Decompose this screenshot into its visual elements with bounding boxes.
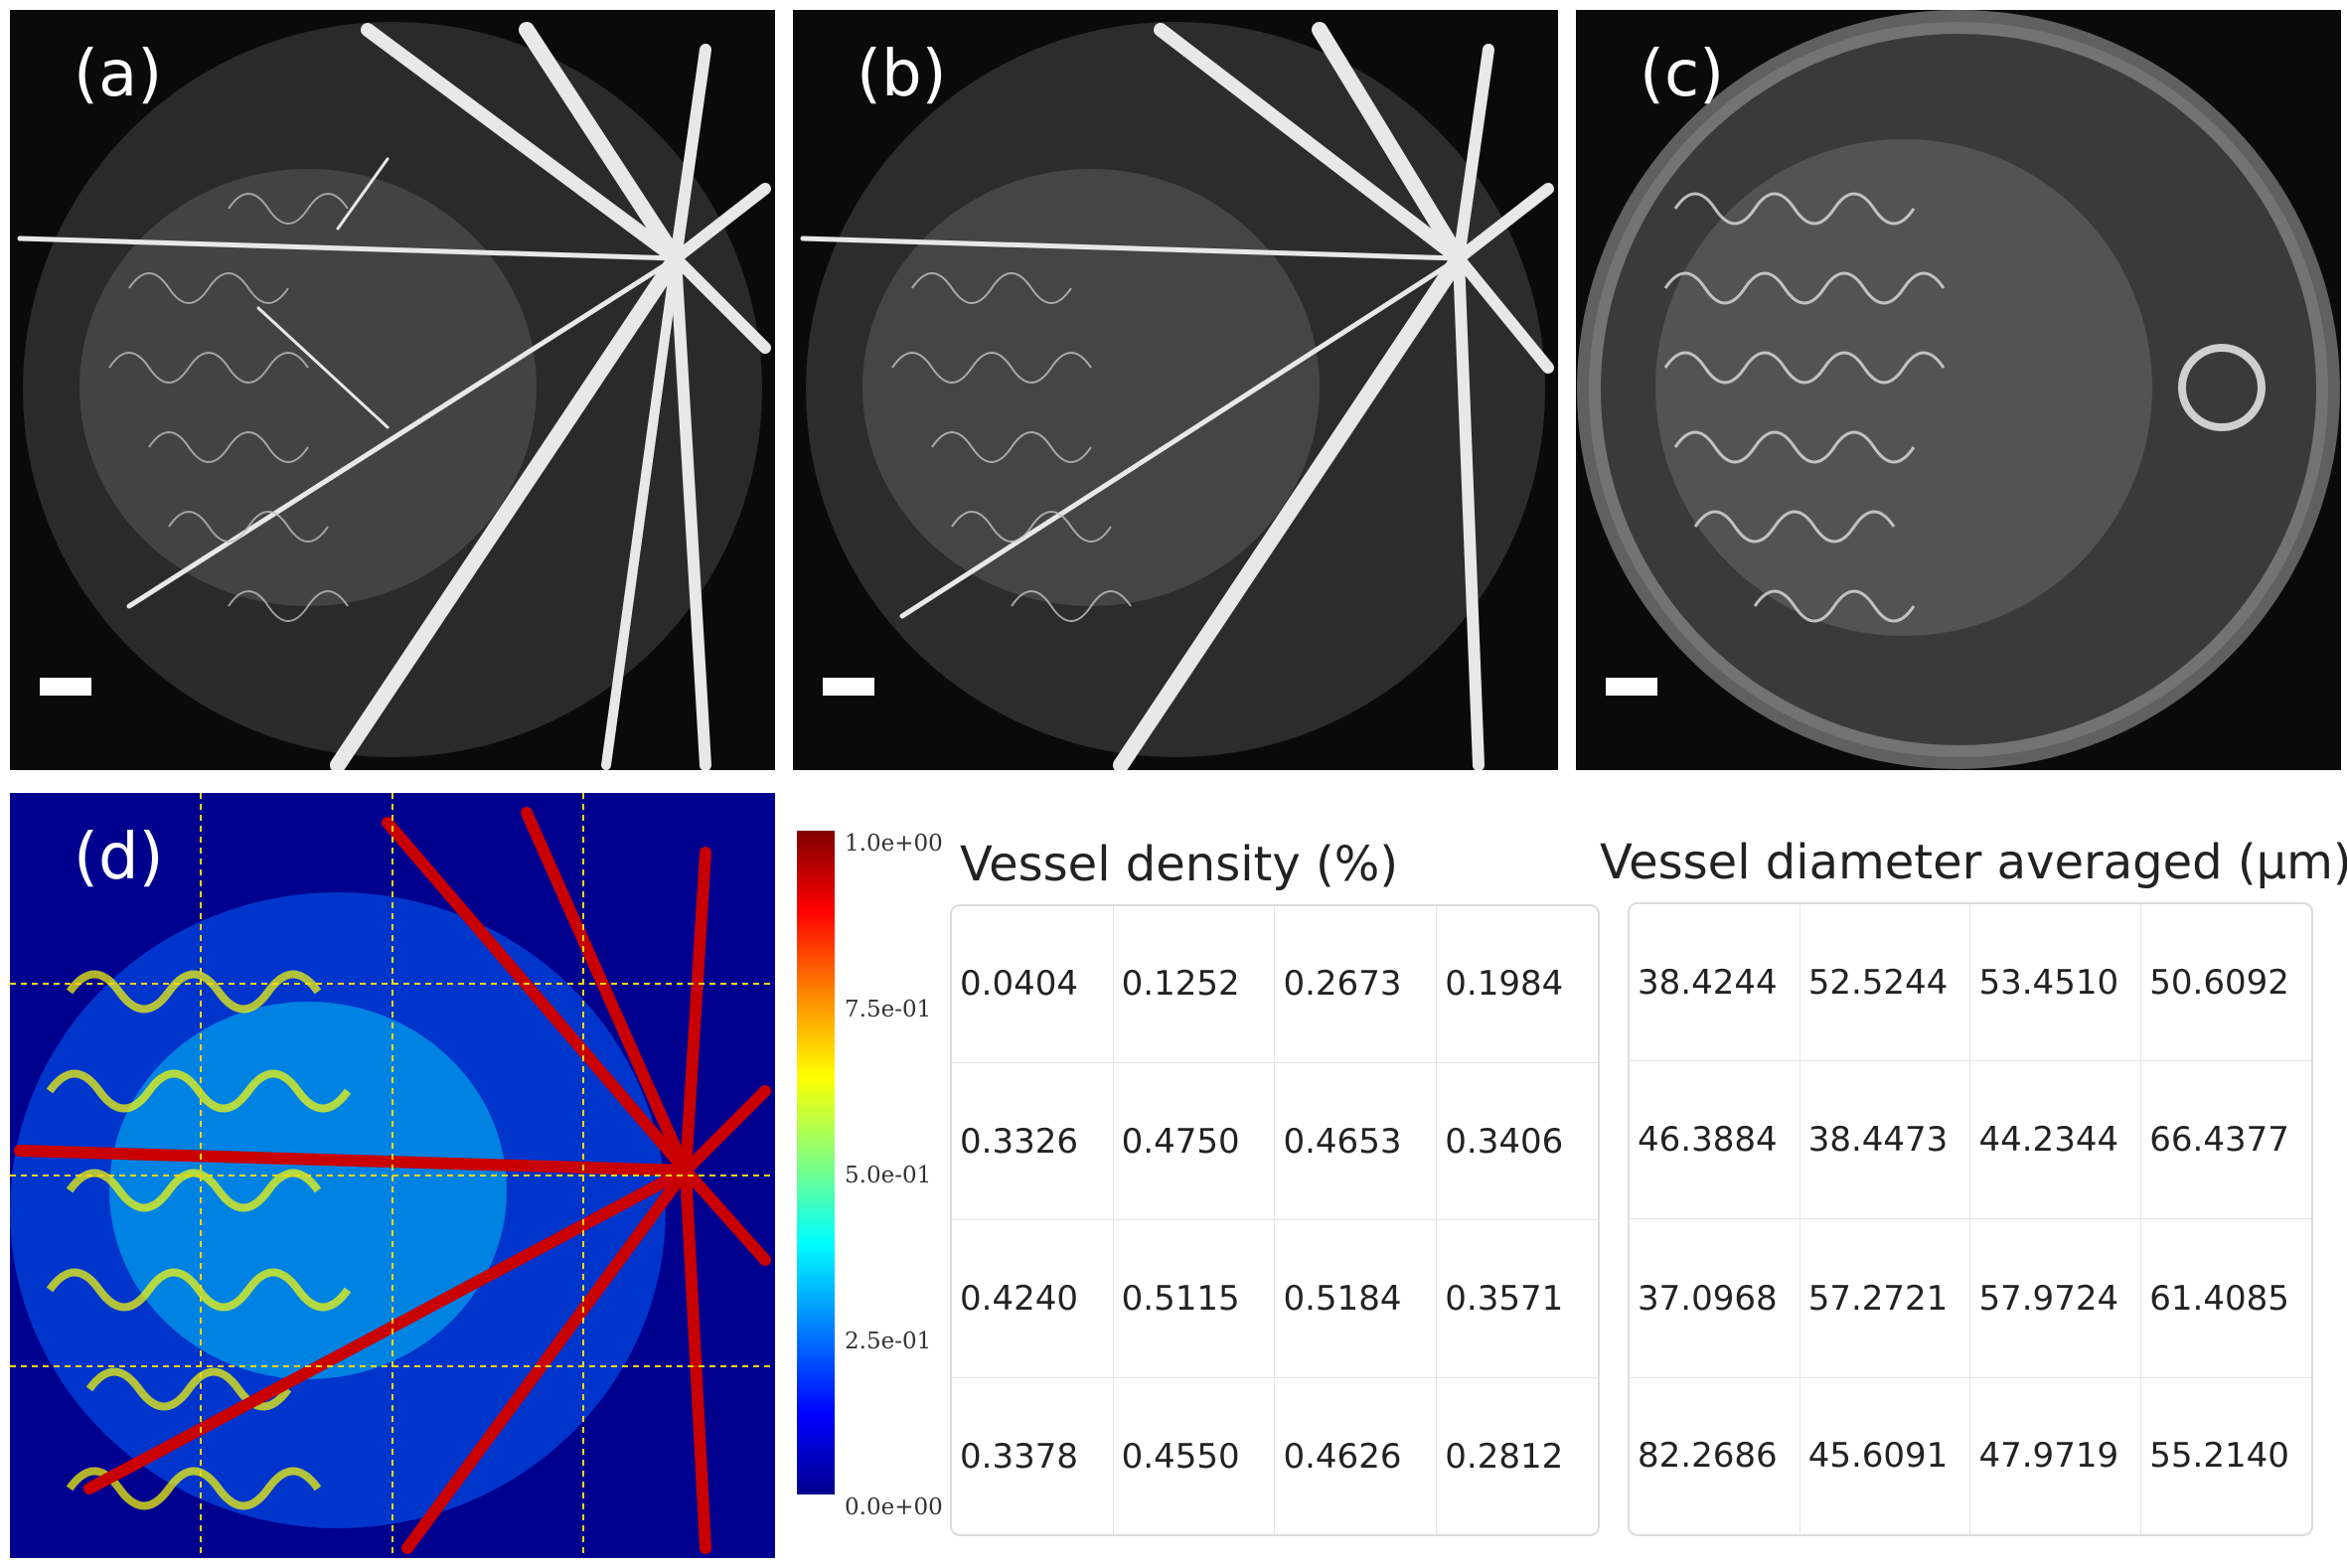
diameter-table: 38.4244 52.5244 53.4510 50.6092 46.3884 … <box>1628 902 2313 1536</box>
table-cell: 44.2344 <box>1969 1060 2142 1220</box>
table-cell: 0.5115 <box>1112 1219 1276 1379</box>
table-cell: 57.2721 <box>1799 1218 1971 1378</box>
colorbar <box>797 831 835 1494</box>
colorbar-tick-label: 1.0e+00 <box>845 831 943 857</box>
colorbar-tick-label: 2.5e-01 <box>845 1329 932 1354</box>
table-cell: 0.3406 <box>1436 1061 1598 1221</box>
density-table: 0.0404 0.1252 0.2673 0.1984 0.3326 0.475… <box>950 904 1600 1536</box>
table-cell: 82.2686 <box>1630 1376 1800 1534</box>
angiogram-image-a <box>10 10 775 770</box>
table-cell: 66.4377 <box>2140 1060 2311 1220</box>
table-cell: 0.2812 <box>1436 1377 1598 1534</box>
table-cell: 0.1252 <box>1112 906 1276 1063</box>
angiogram-panel-c: (c) <box>1576 10 2341 770</box>
table-cell: 38.4473 <box>1799 1060 1971 1220</box>
panel-label-d: (d) <box>74 821 164 894</box>
colorbar-tick-label: 0.0e+00 <box>845 1494 943 1520</box>
table-row: 37.0968 57.2721 57.9724 61.4085 <box>1630 1218 2311 1378</box>
table-cell: 52.5244 <box>1799 904 1971 1062</box>
panel-label-a: (a) <box>74 38 163 111</box>
table-row: 0.3378 0.4550 0.4626 0.2812 <box>952 1377 1598 1534</box>
angiogram-image-c <box>1576 10 2341 770</box>
table-cell: 50.6092 <box>2140 904 2311 1062</box>
table-cell: 0.5184 <box>1274 1219 1438 1379</box>
table-cell: 0.3571 <box>1436 1219 1598 1379</box>
table-cell: 0.4653 <box>1274 1061 1438 1221</box>
scale-bar-b <box>823 678 874 696</box>
table-cell: 0.3378 <box>952 1377 1114 1534</box>
colorbar-tick-label: 5.0e-01 <box>845 1163 932 1188</box>
panel-label-c: (c) <box>1640 38 1725 111</box>
vessel-density-heatmap <box>10 793 775 1558</box>
table-cell: 0.4240 <box>952 1219 1114 1379</box>
table-cell: 0.4626 <box>1274 1377 1438 1534</box>
table-cell: 0.0404 <box>952 906 1114 1063</box>
diameter-table-title: Vessel diameter averaged (μm) <box>1600 835 2347 890</box>
table-cell: 38.4244 <box>1630 904 1800 1062</box>
density-table-title: Vessel density (%) <box>960 837 1399 892</box>
scale-bar-c <box>1606 678 1657 696</box>
scale-bar-a <box>40 678 91 696</box>
table-row: 38.4244 52.5244 53.4510 50.6092 <box>1630 904 2311 1062</box>
table-row: 46.3884 38.4473 44.2344 66.4377 <box>1630 1060 2311 1220</box>
table-cell: 0.2673 <box>1274 906 1438 1063</box>
table-cell: 0.4550 <box>1112 1377 1276 1534</box>
table-cell: 55.2140 <box>2140 1376 2311 1534</box>
table-row: 0.0404 0.1252 0.2673 0.1984 <box>952 906 1598 1063</box>
table-cell: 61.4085 <box>2140 1218 2311 1378</box>
table-cell: 57.9724 <box>1969 1218 2142 1378</box>
table-cell: 37.0968 <box>1630 1218 1800 1378</box>
angiogram-panel-a: (a) <box>10 10 775 770</box>
angiogram-image-b <box>793 10 1558 770</box>
colorbar-tick-label: 7.5e-01 <box>845 997 932 1022</box>
table-cell: 46.3884 <box>1630 1060 1800 1220</box>
panel-label-b: (b) <box>857 38 947 111</box>
angiogram-panel-b: (b) <box>793 10 1558 770</box>
table-cell: 0.4750 <box>1112 1061 1276 1221</box>
table-cell: 47.9719 <box>1969 1376 2142 1534</box>
table-row: 82.2686 45.6091 47.9719 55.2140 <box>1630 1376 2311 1534</box>
table-cell: 0.3326 <box>952 1061 1114 1221</box>
vessel-density-map-panel-d: (d) <box>10 793 775 1558</box>
table-row: 0.4240 0.5115 0.5184 0.3571 <box>952 1219 1598 1379</box>
table-row: 0.3326 0.4750 0.4653 0.3406 <box>952 1061 1598 1221</box>
table-cell: 45.6091 <box>1799 1376 1971 1534</box>
table-cell: 53.4510 <box>1969 904 2142 1062</box>
table-cell: 0.1984 <box>1436 906 1598 1063</box>
